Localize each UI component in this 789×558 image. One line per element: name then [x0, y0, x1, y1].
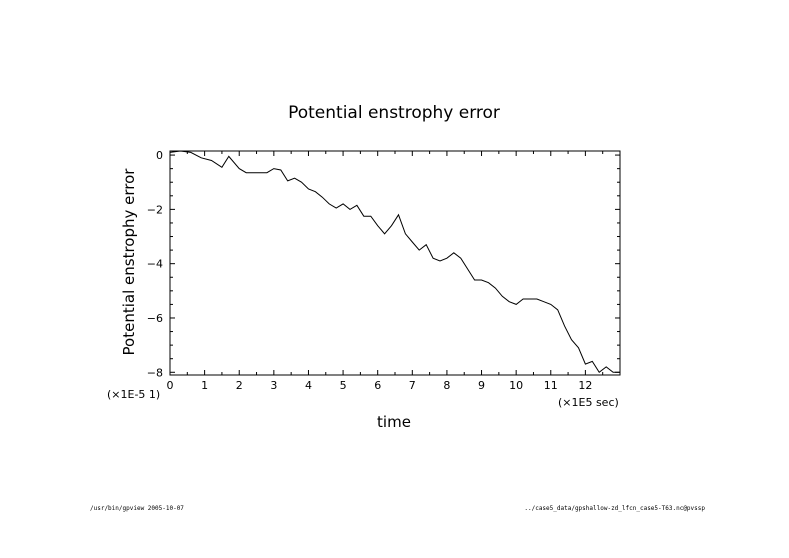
x-tick-label: 6 [374, 379, 381, 392]
x-tick-label: 5 [340, 379, 347, 392]
footer-left: /usr/bin/gpview 2005-10-07 [90, 505, 184, 512]
x-tick-label: 1 [201, 379, 208, 392]
y-tick-labels: 0 −2 −4 −6 −8 [147, 149, 163, 379]
x-tick-label: 9 [478, 379, 485, 392]
plot-area: 0 1 2 3 4 5 6 7 8 9 10 11 12 0−2−4−6−8 [147, 149, 621, 392]
y-tick-label: −8 [147, 366, 163, 379]
x-tick-label: 2 [236, 379, 243, 392]
y-tick-label: −2 [147, 203, 163, 216]
footer-right: ../case5_data/gpshallow-zd_lfcn_case5-T6… [524, 505, 705, 512]
y-scale-label: (×1E-5 1) [107, 388, 160, 401]
plot-frame [169, 150, 621, 376]
x-tick-labels: 0 1 2 3 4 5 6 7 8 9 10 11 12 [167, 379, 593, 392]
axis-ticks [169, 151, 621, 375]
x-tick-label: 0 [167, 379, 174, 392]
x-tick-label: 11 [544, 379, 558, 392]
y-tick-label: 0 [156, 149, 163, 162]
x-tick-label: 10 [509, 379, 523, 392]
x-tick-label: 4 [305, 379, 312, 392]
y-axis-label: Potential enstrophy error [120, 168, 138, 356]
x-tick-label: 8 [443, 379, 450, 392]
y-tick-label: −4 [147, 258, 163, 271]
x-tick-label: 3 [270, 379, 277, 392]
x-tick-label: 12 [578, 379, 592, 392]
x-tick-label: 7 [409, 379, 416, 392]
series-line [169, 150, 620, 374]
x-scale-label: (×1E5 sec) [558, 396, 619, 409]
x-axis-label: time [377, 413, 411, 431]
chart-title: Potential enstrophy error [288, 103, 500, 123]
y-tick-label: −6 [147, 312, 163, 325]
